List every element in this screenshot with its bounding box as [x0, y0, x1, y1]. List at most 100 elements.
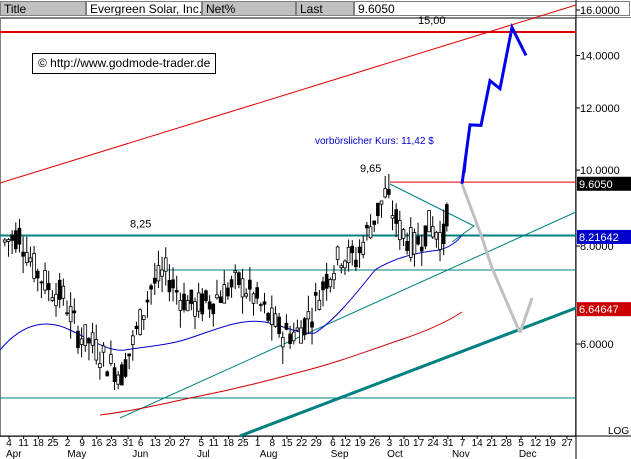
- candle-body: [196, 292, 201, 312]
- candle-body: [346, 246, 351, 264]
- x-month-label: Jul: [197, 449, 210, 459]
- candle-body: [79, 338, 84, 345]
- candle-body: [291, 331, 296, 342]
- candle-body: [156, 265, 161, 282]
- candle-body: [3, 239, 7, 243]
- candle-body: [270, 307, 274, 325]
- triangle-formation: [389, 183, 475, 243]
- candle-body: [32, 253, 36, 279]
- candle-body: [332, 273, 336, 281]
- candle-body: [10, 234, 14, 241]
- candle-body: [379, 200, 384, 205]
- x-tick-label: 7: [460, 438, 466, 449]
- moving-average-blue: [0, 234, 463, 351]
- x-tick-label: 18: [33, 438, 45, 449]
- candle-body: [163, 257, 168, 272]
- candle-body: [101, 345, 106, 353]
- candle-body: [105, 371, 110, 377]
- x-tick-label: 20: [164, 438, 176, 449]
- candle-body: [182, 293, 186, 311]
- candle-body: [204, 290, 208, 301]
- title-value: Evergreen Solar, Inc.: [86, 1, 202, 16]
- candle-body: [277, 316, 281, 335]
- candle-body: [339, 265, 344, 269]
- x-tick-label: 2: [65, 438, 71, 449]
- candle-body: [46, 283, 51, 291]
- candle-body: [408, 227, 413, 258]
- candle-body: [233, 270, 238, 274]
- y-tick-label: 12.0000: [580, 103, 620, 115]
- candle-body: [120, 364, 124, 386]
- resistance-label-965: 9,65: [360, 163, 381, 175]
- title-bar: Title Evergreen Solar, Inc. Net% Last 9.…: [0, 0, 631, 18]
- y-tick-label: 10.0000: [580, 165, 620, 177]
- candle-body: [335, 246, 340, 260]
- price-tag-box: [577, 302, 631, 317]
- candle-body: [72, 310, 77, 314]
- x-tick-label: 14: [472, 438, 484, 449]
- x-tick-label: 11: [209, 438, 220, 449]
- candle-body: [167, 279, 172, 293]
- x-tick-label: 1: [255, 438, 261, 449]
- x-tick-label: 13: [150, 438, 162, 449]
- candle-body: [390, 215, 395, 219]
- candle-body: [237, 272, 241, 286]
- candle-body: [401, 229, 406, 239]
- candle-body: [266, 312, 270, 321]
- candle-body: [35, 270, 40, 279]
- candle-body: [324, 273, 329, 289]
- candle-body: [441, 223, 446, 245]
- x-tick-label: 23: [106, 438, 118, 449]
- x-tick-label: 27: [561, 438, 573, 449]
- candle-body: [229, 279, 234, 288]
- candle-body: [288, 333, 292, 344]
- candle-body: [76, 330, 80, 349]
- candle-body: [6, 239, 11, 242]
- candle-body: [419, 246, 424, 252]
- candle-body: [313, 292, 318, 296]
- candle-body: [90, 332, 95, 346]
- candle-body: [430, 226, 435, 238]
- candle-body: [438, 232, 442, 250]
- last-value: 9.6050: [354, 1, 630, 16]
- projection-path-gray-up: [518, 297, 534, 334]
- candle-body: [383, 188, 387, 198]
- candle-body: [174, 289, 179, 293]
- candle-body: [306, 311, 311, 320]
- x-tick-label: 29: [311, 438, 323, 449]
- x-tick-label: 9: [79, 438, 85, 449]
- x-tick-label: 12: [530, 438, 542, 449]
- candle-body: [343, 260, 347, 269]
- candle-body: [211, 303, 216, 315]
- candle-body: [112, 367, 117, 382]
- candle-body: [412, 232, 417, 255]
- x-tick-label: 25: [238, 438, 250, 449]
- candle-body: [28, 257, 33, 263]
- x-month-label: Sep: [331, 449, 349, 459]
- candle-body: [141, 315, 146, 320]
- price-tag-box: [577, 176, 631, 191]
- candle-body: [368, 226, 373, 239]
- candle-body: [21, 251, 25, 257]
- x-month-label: Nov: [452, 449, 470, 459]
- candle-body: [240, 278, 245, 298]
- premarket-annotation: vorbörslicher Kurs: 11,42 $: [315, 136, 434, 147]
- candle-body: [387, 189, 391, 195]
- candle-body: [57, 279, 62, 300]
- candle-body: [13, 230, 18, 250]
- x-tick-label: 31: [442, 438, 454, 449]
- candle-body: [222, 284, 227, 304]
- candle-body: [189, 289, 194, 304]
- candle-body: [138, 309, 142, 335]
- candle-body: [284, 322, 289, 330]
- moving-average-red: [99, 311, 463, 416]
- candle-body: [127, 353, 131, 357]
- x-tick-label: 28: [501, 438, 513, 449]
- upper-channel-trendline: [0, 4, 577, 184]
- support-trendline: [119, 211, 577, 419]
- candle-body: [185, 300, 190, 312]
- candle-body: [61, 285, 66, 299]
- candle-body: [98, 363, 102, 369]
- candle-body: [416, 236, 420, 245]
- x-tick-label: 18: [223, 438, 235, 449]
